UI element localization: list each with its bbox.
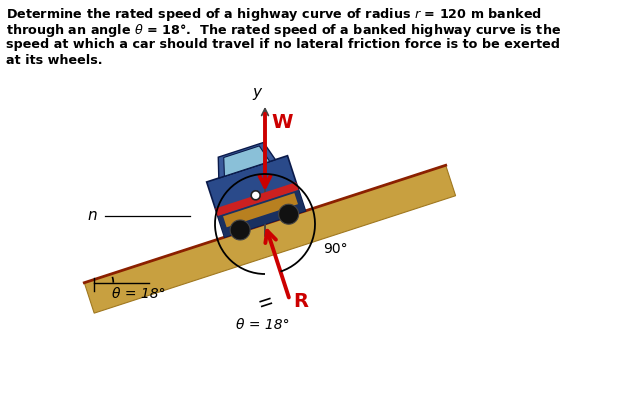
Bar <box>215 182 299 216</box>
Text: at its wheels.: at its wheels. <box>6 54 103 67</box>
Polygon shape <box>224 146 269 176</box>
Circle shape <box>230 220 250 240</box>
Text: W: W <box>271 113 292 132</box>
Text: n: n <box>87 209 97 223</box>
Text: R: R <box>294 292 309 311</box>
Text: through an angle $\theta$ = 18°.  The rated speed of a banked highway curve is t: through an angle $\theta$ = 18°. The rat… <box>6 22 561 39</box>
Polygon shape <box>84 165 455 313</box>
Text: θ = 18°: θ = 18° <box>236 318 290 332</box>
Bar <box>206 156 305 237</box>
Circle shape <box>251 191 260 200</box>
Circle shape <box>278 204 299 224</box>
Text: speed at which a car should travel if no lateral friction force is to be exerted: speed at which a car should travel if no… <box>6 38 560 51</box>
Text: θ = 18°: θ = 18° <box>112 287 166 301</box>
Text: 90°: 90° <box>323 242 348 256</box>
Text: Determine the rated speed of a highway curve of radius $r$ = 120 m banked: Determine the rated speed of a highway c… <box>6 6 542 23</box>
Text: y: y <box>252 85 261 100</box>
Polygon shape <box>218 142 275 178</box>
Bar <box>218 190 305 237</box>
Bar <box>223 193 298 228</box>
